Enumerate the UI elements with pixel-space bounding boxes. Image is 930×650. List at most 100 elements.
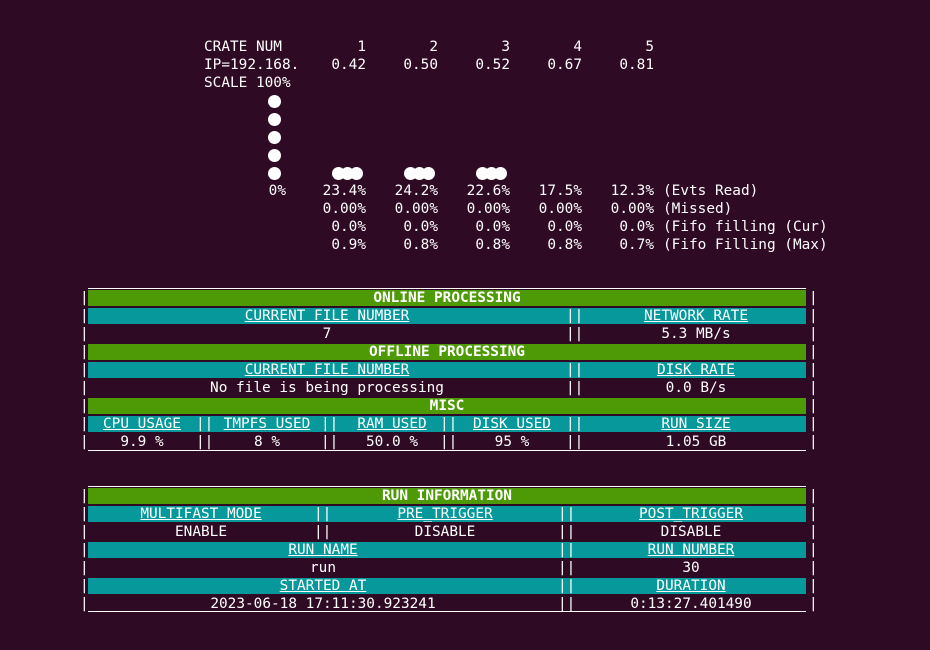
border-pipe: | <box>809 308 818 324</box>
missed-3: 0.00% <box>466 201 510 217</box>
misc-title-band <box>88 398 806 414</box>
run-name-value: run <box>310 560 336 576</box>
run-name-label: RUN NAME <box>288 542 358 558</box>
offline-file-value: No file is being processing <box>210 380 444 396</box>
evts-read-4: 17.5% <box>538 183 582 199</box>
multifast-mode-label: MULTIFAST MODE <box>140 506 262 522</box>
multifast-mode-value: ENABLE <box>175 524 227 540</box>
evts-read-2: 24.2% <box>394 183 438 199</box>
border-pipe: | <box>80 434 89 450</box>
graph-dot <box>494 167 507 180</box>
post-trigger-label: POST_TRIGGER <box>639 506 743 522</box>
crate-ip-4: 0.67 <box>547 57 582 73</box>
evts-read-0: 0% <box>268 183 286 199</box>
graph-dot <box>268 149 281 162</box>
border-pipe: | <box>809 326 818 342</box>
offline-title: OFFLINE PROCESSING <box>369 344 525 360</box>
online-labels-row: | CURRENT FILE NUMBER || NETWORK RATE | <box>80 307 820 325</box>
border-pipe: | <box>809 344 818 360</box>
online-title: ONLINE PROCESSING <box>373 290 521 306</box>
run-time-labels-band <box>88 578 806 594</box>
border-pipe: | <box>80 326 89 342</box>
missed-5: 0.00% <box>610 201 654 217</box>
run-mode-labels-row: | MULTIFAST MODE || PRE_TRIGGER || POST_… <box>80 505 820 523</box>
evts-read-label: (Evts Read) <box>663 183 759 199</box>
started-at-value: 2023-06-18 17:11:30.923241 <box>210 596 436 612</box>
border-pipe: | <box>809 398 818 414</box>
run-mode-labels-band <box>88 506 806 522</box>
offline-labels-row: | CURRENT FILE NUMBER || DISK RATE | <box>80 361 820 379</box>
border-pipe: | <box>809 542 818 558</box>
border-pipe: | <box>80 596 89 612</box>
online-title-row: | ONLINE PROCESSING | <box>80 289 820 307</box>
online-file-value: 7 <box>322 326 332 342</box>
border-pipe: | <box>80 542 89 558</box>
graph-dot <box>268 131 281 144</box>
duration-label: DURATION <box>656 578 726 594</box>
misc-labels-row: | CPU USAGE || TMPFS USED || RAM USED ||… <box>80 415 820 433</box>
misc-title: MISC <box>429 398 465 414</box>
fifo-max-3: 0.8% <box>475 237 510 253</box>
column-separator: || <box>196 416 214 432</box>
crate-ip-2: 0.50 <box>403 57 438 73</box>
online-values-row: | 7 || 5.3 MB/s | <box>80 325 820 343</box>
run-name-labels-row: | RUN NAME || RUN NUMBER | <box>80 541 820 559</box>
scale-label: SCALE 100% <box>204 75 291 91</box>
crate-ip-1: 0.42 <box>331 57 366 73</box>
border-pipe: | <box>80 380 89 396</box>
fifo-cur-1: 0.0% <box>331 219 366 235</box>
fifo-cur-label: (Fifo filling (Cur) <box>663 219 828 235</box>
offline-file-label: CURRENT FILE NUMBER <box>244 362 410 378</box>
fifo-max-4: 0.8% <box>547 237 582 253</box>
duration-value: 0:13:27.401490 <box>630 596 752 612</box>
offline-labels-band <box>88 362 806 378</box>
border-pipe: | <box>80 290 89 306</box>
column-separator: || <box>566 416 584 432</box>
run-number-value: 30 <box>682 560 700 576</box>
border-pipe: | <box>809 290 818 306</box>
tmpfs-used-label: TMPFS USED <box>223 416 311 432</box>
offline-rate-label: DISK RATE <box>657 362 735 378</box>
column-separator: || <box>566 326 584 342</box>
post-trigger-value: DISABLE <box>660 524 722 540</box>
crate-ip-5: 0.81 <box>619 57 654 73</box>
online-title-band <box>88 290 806 306</box>
border-pipe: | <box>80 524 89 540</box>
missed-label: (Missed) <box>663 201 733 217</box>
column-separator: || <box>566 362 584 378</box>
column-separator: || <box>566 380 584 396</box>
run-name-labels-band <box>88 542 806 558</box>
crate-num-1: 1 <box>357 39 366 55</box>
border-pipe: | <box>80 488 89 504</box>
pre-trigger-value: DISABLE <box>414 524 476 540</box>
column-separator: || <box>558 560 576 576</box>
ram-used-value: 50.0 % <box>366 434 418 450</box>
graph-dot <box>268 113 281 126</box>
bottom-border <box>88 450 806 451</box>
fifo-cur-3: 0.0% <box>475 219 510 235</box>
online-file-label: CURRENT FILE NUMBER <box>244 308 410 324</box>
evts-read-3: 22.6% <box>466 183 510 199</box>
border-pipe: | <box>809 524 818 540</box>
misc-title-row: | MISC | <box>80 397 820 415</box>
crate-num-3: 3 <box>501 39 510 55</box>
ram-used-label: RAM USED <box>357 416 427 432</box>
border-pipe: | <box>809 578 818 594</box>
border-pipe: | <box>80 398 89 414</box>
crate-num-5: 5 <box>645 39 654 55</box>
offline-title-row: | OFFLINE PROCESSING | <box>80 343 820 361</box>
missed-4: 0.00% <box>538 201 582 217</box>
fifo-cur-5: 0.0% <box>619 219 654 235</box>
border-pipe: | <box>809 560 818 576</box>
graph-dot <box>350 167 363 180</box>
cpu-usage-value: 9.9 % <box>120 434 164 450</box>
graph-dot <box>268 95 281 108</box>
run-size-label: RUN SIZE <box>661 416 731 432</box>
graph-dot <box>422 167 435 180</box>
border-pipe: | <box>80 362 89 378</box>
run-name-values-row: | run || 30 | <box>80 559 820 577</box>
run-title-band <box>88 488 806 504</box>
cpu-usage-label: CPU USAGE <box>103 416 181 432</box>
bottom-border <box>88 611 806 612</box>
column-separator: || <box>558 542 576 558</box>
